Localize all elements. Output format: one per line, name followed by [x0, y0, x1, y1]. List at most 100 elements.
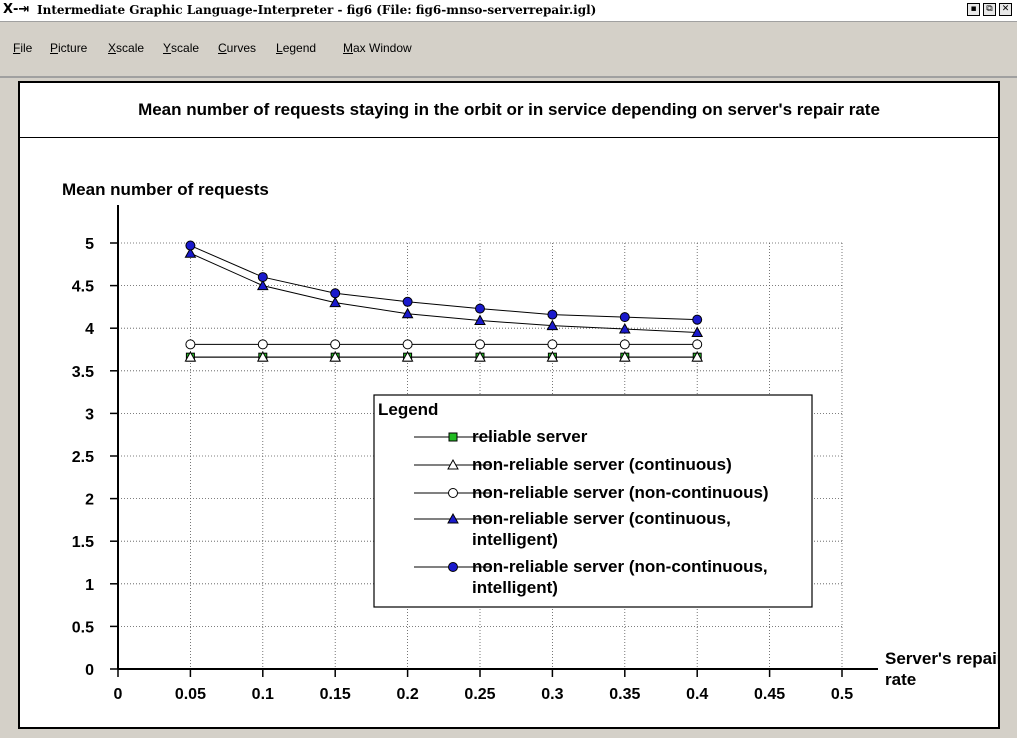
legend-marker-1 — [447, 458, 459, 470]
menu-max-window-mnemonic: M — [343, 41, 353, 55]
x-tick-label: 0.45 — [754, 686, 785, 703]
menu-xscale-label: scale — [116, 41, 145, 55]
data-point-s1 — [329, 351, 342, 362]
x-tick-label: 0.5 — [831, 686, 853, 703]
data-point-s4 — [619, 312, 630, 323]
y-tick-label: 1.5 — [72, 534, 94, 551]
data-point-s1 — [546, 351, 559, 362]
y-tick-label: 0 — [85, 662, 94, 679]
menu-legend-mnemonic: L — [276, 41, 283, 55]
data-point-s1 — [618, 351, 631, 362]
data-point-s1 — [474, 351, 486, 362]
legend-marker-4 — [448, 562, 458, 572]
y-tick-label: 0.5 — [72, 619, 94, 636]
x-tick-label: 0.35 — [609, 686, 640, 703]
menu-legend[interactable]: Legend — [276, 41, 316, 55]
minimize-icon[interactable]: ▪ — [967, 3, 980, 16]
y-tick-label: 5 — [85, 236, 94, 253]
data-point-s3 — [691, 326, 704, 337]
menu-yscale[interactable]: Yscale — [163, 41, 199, 55]
legend-marker-2 — [448, 488, 458, 498]
menu-yscale-label: scale — [171, 41, 200, 55]
data-point-s4 — [330, 288, 341, 299]
data-point-s3 — [184, 247, 197, 258]
data-point-s2 — [475, 339, 485, 350]
menu-xscale-mnemonic: X — [108, 41, 117, 55]
x-axis-label-line1: Server's repair — [885, 649, 998, 668]
legend-marker-3 — [447, 512, 459, 524]
data-point-s4 — [475, 303, 485, 314]
legend-label-2: non-reliable server (non-continuous) — [472, 483, 769, 502]
x-tick-label: 0.25 — [464, 686, 495, 703]
y-axis-label: Mean number of requests — [62, 180, 269, 199]
chart-title: Mean number of requests staying in the o… — [138, 100, 880, 119]
legend-label-1: non-reliable server (continuous) — [472, 455, 732, 474]
data-point-s1 — [184, 351, 197, 362]
y-tick-label: 3 — [85, 406, 94, 423]
y-tick-label: 3.5 — [72, 364, 94, 381]
data-point-s2 — [330, 339, 341, 350]
y-tick-label: 1 — [85, 577, 94, 594]
data-point-s2 — [257, 339, 268, 350]
title-bar: X‑⇥ Intermediate Graphic Language-Interp… — [0, 0, 1017, 22]
legend-label-0: reliable server — [472, 427, 588, 446]
menu-curves-mnemonic: C — [218, 41, 227, 55]
legend-box — [373, 394, 813, 608]
legend-label-4-cont: intelligent) — [472, 578, 558, 597]
data-point-s2 — [547, 339, 558, 350]
x-tick-label: 0.05 — [175, 686, 206, 703]
y-tick-label: 4 — [85, 321, 94, 338]
legend-marker-0 — [448, 432, 458, 442]
data-point-s3 — [256, 279, 269, 291]
chart-title-box: Mean number of requests staying in the o… — [20, 83, 998, 138]
chart-plot-area: 0 0.05 0.1 0.15 0.2 0.25 0.3 0.35 0.4 0.45 0.5 0 0.5… — [62, 180, 998, 703]
data-point-s4 — [402, 296, 413, 307]
data-point-s4 — [257, 272, 268, 283]
data-point-s4 — [547, 309, 558, 320]
chart-frame: Mean number of requests staying in the o… — [18, 81, 1000, 729]
window-title: Intermediate Graphic Language-Interprete… — [37, 3, 597, 17]
x-tick-label: 0.2 — [396, 686, 418, 703]
y-tick-label: 4.5 — [72, 279, 94, 296]
data-point-s4 — [692, 314, 703, 325]
data-point-s3 — [329, 296, 342, 308]
menu-yscale-mnemonic: Y — [163, 41, 172, 55]
data-point-s3 — [546, 319, 559, 331]
data-point-s1 — [691, 351, 704, 362]
menu-xscale[interactable]: Xscale — [108, 41, 144, 55]
x-window-icon[interactable]: X‑⇥ — [3, 2, 30, 17]
x-tick-label: 0.3 — [541, 686, 563, 703]
menu-max-window[interactable]: Max Window — [343, 41, 412, 55]
menu-file-label: ile — [20, 41, 33, 55]
data-point-s3 — [474, 314, 486, 326]
menu-curves-label: urves — [226, 41, 257, 55]
data-point-s2 — [402, 339, 413, 350]
series-line-3 — [190, 252, 698, 333]
data-point-s3 — [618, 323, 631, 334]
legend-label-4: non-reliable server (non-continuous, — [472, 557, 768, 576]
data-point-s3 — [401, 307, 414, 319]
data-point-s2 — [692, 339, 703, 350]
restore-icon[interactable]: ⧉ — [983, 3, 996, 16]
x-tick-label: 0.1 — [252, 686, 274, 703]
data-point-s4 — [185, 240, 196, 251]
close-icon[interactable]: ✕ — [999, 3, 1012, 16]
menu-file[interactable]: File — [13, 41, 32, 55]
series-line-4 — [190, 245, 698, 321]
data-point-s2 — [185, 339, 196, 350]
menu-max-window-label: ax Window — [353, 41, 412, 55]
legend-label-3-cont: intelligent) — [472, 530, 558, 549]
menu-picture-mnemonic: P — [50, 41, 59, 55]
x-tick-label: 0.15 — [320, 686, 351, 703]
menu-legend-label: egend — [282, 41, 317, 55]
y-tick-label: 2.5 — [72, 449, 94, 466]
x-axis-label-line2: rate — [885, 670, 916, 689]
menu-picture[interactable]: Picture — [50, 41, 87, 55]
bottom-border — [0, 730, 1017, 738]
menu-curves[interactable]: Curves — [218, 41, 256, 55]
menu-bar: File Picture Xscale Yscale Curves Legend… — [0, 22, 1017, 78]
data-point-s1 — [256, 351, 269, 362]
legend-label-3: non-reliable server (continuous, — [472, 509, 731, 528]
legend-title: Legend — [378, 400, 438, 419]
menu-file-mnemonic: F — [13, 41, 21, 55]
